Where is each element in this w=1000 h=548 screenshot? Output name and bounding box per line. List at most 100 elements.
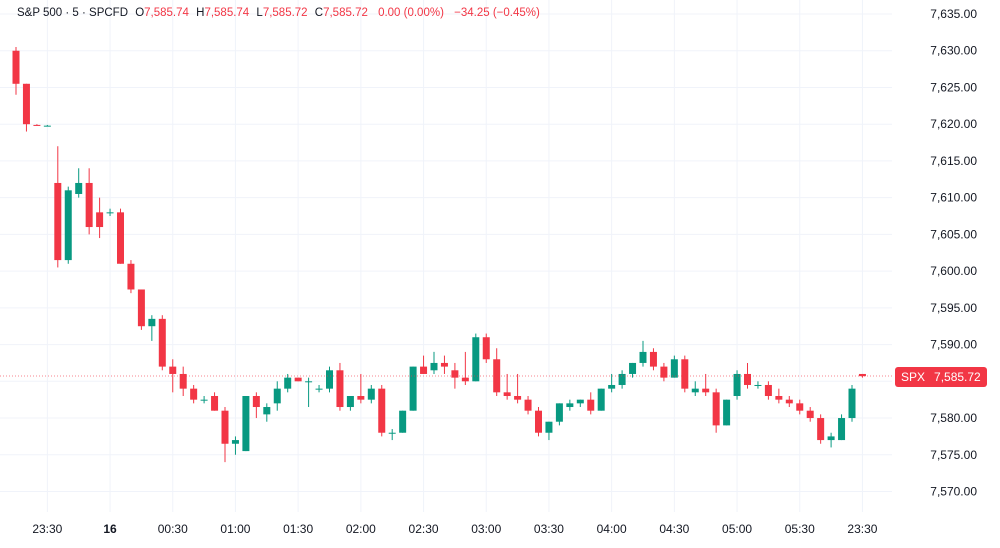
- y-tick-label: 7,620.00: [930, 117, 977, 131]
- candle: [64, 186, 72, 264]
- candle-body: [357, 396, 365, 400]
- y-axis[interactable]: 7,570.007,575.007,580.007,585.007,590.00…: [930, 7, 977, 499]
- candle: [148, 315, 156, 341]
- candle-body: [838, 418, 846, 441]
- candle-body: [827, 436, 835, 441]
- y-tick-label: 7,595.00: [930, 301, 977, 315]
- y-tick-label: 7,630.00: [930, 44, 977, 58]
- candle-body: [618, 373, 626, 385]
- candle: [764, 381, 772, 400]
- candle: [618, 370, 626, 389]
- y-tick-label: 7,625.00: [930, 80, 977, 94]
- candle: [430, 351, 438, 374]
- grid: [0, 0, 892, 512]
- candle: [252, 392, 260, 419]
- candle: [137, 289, 145, 330]
- candle-body: [566, 403, 574, 408]
- candle: [315, 384, 323, 393]
- candle-body: [75, 182, 83, 194]
- candle: [179, 366, 187, 396]
- candle-body: [263, 407, 271, 415]
- candle: [409, 366, 417, 411]
- high-label: H: [196, 7, 205, 19]
- x-tick-label: 01:00: [220, 522, 250, 536]
- candle-body: [597, 388, 605, 411]
- candle: [535, 407, 542, 437]
- candle: [660, 362, 668, 382]
- candle-body: [514, 396, 522, 400]
- candle: [712, 388, 720, 433]
- candle: [190, 384, 198, 404]
- candle-body: [137, 289, 145, 327]
- x-tick-label: 23:30: [847, 522, 877, 536]
- candle: [273, 381, 281, 411]
- candle-body: [461, 377, 469, 382]
- x-axis[interactable]: 23:30 16 00:30 01:00 01:30 02:00 02:30 03:00 03:…: [32, 522, 877, 536]
- candle-body: [399, 410, 407, 433]
- candle-body: [451, 370, 459, 378]
- candle-body: [555, 403, 563, 422]
- candle: [796, 399, 804, 415]
- candle-body: [608, 384, 616, 389]
- candle: [420, 355, 428, 374]
- candle-body: [378, 388, 386, 433]
- candle: [670, 355, 678, 378]
- candle-body: [524, 399, 532, 411]
- candle: [367, 384, 375, 404]
- candle-body: [409, 366, 417, 411]
- candle: [754, 381, 762, 389]
- candle: [388, 429, 396, 441]
- y-tick-label: 7,610.00: [930, 191, 977, 205]
- candle-body: [148, 318, 156, 327]
- symbol-label[interactable]: S&P 500 · 5 · SPCFD: [17, 7, 128, 19]
- candle-body: [806, 410, 814, 419]
- candle: [294, 377, 302, 382]
- candle: [681, 355, 689, 393]
- candle: [566, 399, 574, 411]
- candle-body: [744, 373, 751, 385]
- candle: [524, 396, 532, 415]
- candle: [169, 359, 177, 393]
- badge-price: 7,585.72: [934, 370, 981, 384]
- x-tick-label: 03:00: [471, 522, 501, 536]
- candle-body: [106, 212, 114, 214]
- x-tick-label: 16: [103, 522, 117, 536]
- candle-body: [723, 399, 731, 426]
- candle-body: [200, 399, 208, 401]
- candle: [838, 414, 846, 441]
- candle: [691, 381, 699, 396]
- candle: [482, 333, 490, 363]
- ohlc-legend: S&P 500 · 5 · SPCFD O7,585.74 H7,585.74 …: [17, 7, 540, 19]
- candle: [357, 373, 365, 404]
- y-tick-label: 7,570.00: [930, 485, 977, 499]
- candle-body: [22, 83, 30, 125]
- close-label: C: [314, 7, 324, 19]
- candle-body: [482, 337, 490, 360]
- candle-body: [231, 440, 239, 444]
- candle-body: [388, 432, 396, 434]
- candle: [54, 146, 62, 268]
- candle: [775, 388, 783, 404]
- y-tick-label: 7,575.00: [930, 448, 977, 462]
- x-tick-label: 00:30: [158, 522, 188, 536]
- y-tick-label: 7,635.00: [930, 7, 977, 21]
- candle: [493, 348, 501, 396]
- candle-body: [775, 396, 783, 400]
- candle-body: [660, 366, 668, 378]
- candle: [461, 351, 469, 385]
- candle-body: [670, 359, 678, 378]
- candle-body: [493, 359, 501, 393]
- candle: [378, 384, 386, 437]
- day-change: −34.25 (−0.45%): [454, 7, 540, 19]
- x-tick-label: 02:00: [346, 522, 376, 536]
- candle: [231, 436, 239, 455]
- high-value: 7,585.74: [204, 7, 250, 19]
- candle: [346, 396, 354, 411]
- bar-change: 0.00 (0.00%): [378, 7, 444, 19]
- candle: [723, 399, 731, 426]
- candle: [106, 208, 114, 217]
- x-tick-label: 03:30: [534, 522, 564, 536]
- y-tick-label: 7,590.00: [930, 338, 977, 352]
